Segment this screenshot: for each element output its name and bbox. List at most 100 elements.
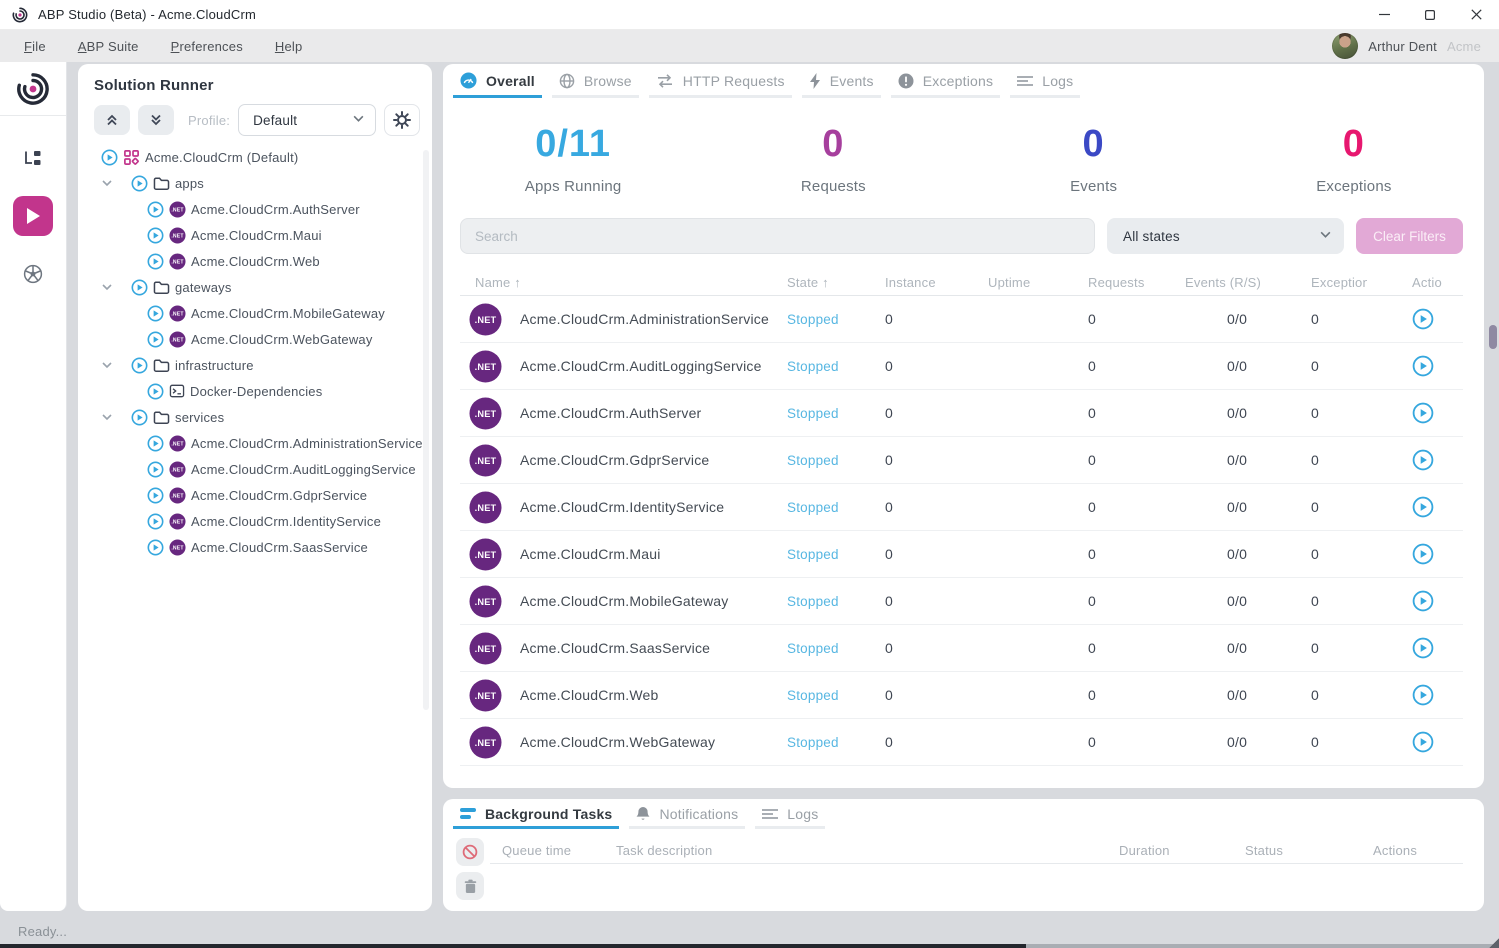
minimize-button[interactable]: [1361, 0, 1407, 29]
play-circle-icon[interactable]: [131, 409, 148, 426]
play-circle-icon[interactable]: [147, 383, 164, 400]
menu-item-help[interactable]: Help: [274, 38, 303, 54]
tree-item-infrastructure[interactable]: infrastructure: [78, 352, 424, 378]
state-filter-select[interactable]: All states: [1107, 218, 1344, 254]
tab-bottom-logs[interactable]: Logs: [755, 801, 826, 829]
play-circle-icon[interactable]: [101, 149, 118, 166]
play-circle-icon[interactable]: [131, 357, 148, 374]
menu-item-preferences[interactable]: Preferences: [170, 38, 243, 54]
profile-settings-button[interactable]: [384, 104, 420, 136]
dotnet-icon: .NET: [469, 631, 502, 665]
table-row-acme-cloudcrm-gdprservice[interactable]: .NET Acme.CloudCrm.GdprService Stopped 0 0 0/…: [460, 437, 1463, 484]
table-row-acme-cloudcrm-identityservice[interactable]: .NET Acme.CloudCrm.IdentityService Stopped…: [460, 484, 1463, 531]
tree-item-apps[interactable]: apps: [78, 170, 424, 196]
dotnet-icon: .NET: [469, 490, 502, 524]
play-circle-icon[interactable]: [131, 175, 148, 192]
play-circle-icon[interactable]: [147, 461, 164, 478]
tab-overall[interactable]: Overall: [453, 66, 542, 98]
menu-item-file[interactable]: File: [24, 38, 46, 54]
tab-http-requests[interactable]: HTTP Requests: [648, 66, 792, 98]
svg-text:.NET: .NET: [171, 311, 184, 317]
play-circle-icon[interactable]: [147, 487, 164, 504]
tab-exceptions[interactable]: Exceptions: [890, 66, 1001, 98]
resize-grip-icon[interactable]: [1488, 937, 1499, 948]
tree-item-acme-cloudcrm-auditloggingservice[interactable]: .NET Acme.CloudCrm.AuditLoggingService: [78, 456, 424, 482]
collapse-all-button[interactable]: [94, 105, 130, 135]
menu-item-abp-suite[interactable]: ABP Suite: [77, 38, 139, 54]
user-box[interactable]: Arthur Dent Acme: [1332, 30, 1481, 62]
start-app-button[interactable]: [1412, 684, 1434, 706]
tab-background-tasks[interactable]: Background Tasks: [453, 801, 620, 829]
start-app-button[interactable]: [1412, 590, 1434, 612]
start-app-button[interactable]: [1412, 449, 1434, 471]
table-row-acme-cloudcrm-maui[interactable]: .NET Acme.CloudCrm.Maui Stopped 0 0 0/0 0: [460, 531, 1463, 578]
window-scrollbar-thumb[interactable]: [1489, 325, 1497, 349]
bell-icon: [636, 806, 650, 822]
table-row-acme-cloudcrm-auditloggingservice[interactable]: .NET Acme.CloudCrm.AuditLoggingService Sto…: [460, 343, 1463, 390]
profile-select[interactable]: Default: [238, 104, 376, 136]
tree-item-gateways[interactable]: gateways: [78, 274, 424, 300]
tree-item-acme-cloudcrm-identityservice[interactable]: .NET Acme.CloudCrm.IdentityService: [78, 508, 424, 534]
table-row-acme-cloudcrm-webgateway[interactable]: .NET Acme.CloudCrm.WebGateway Stopped 0 0 0/0…: [460, 719, 1463, 766]
chevron-down-icon[interactable]: [101, 177, 126, 189]
play-circle-icon[interactable]: [147, 435, 164, 452]
clear-tasks-button[interactable]: [456, 872, 484, 900]
start-app-button[interactable]: [1412, 496, 1434, 518]
state-cell: Stopped: [787, 311, 839, 327]
play-circle-icon[interactable]: [147, 331, 164, 348]
tree-scrollbar[interactable]: [423, 150, 429, 710]
chevron-down-icon[interactable]: [101, 359, 126, 371]
start-app-button[interactable]: [1412, 308, 1434, 330]
stat-value: 0: [1342, 123, 1365, 165]
table-row-acme-cloudcrm-mobilegateway[interactable]: .NET Acme.CloudCrm.MobileGateway Stopped 0 0…: [460, 578, 1463, 625]
play-circle-icon[interactable]: [131, 279, 148, 296]
header-name[interactable]: Name ↑: [475, 275, 521, 290]
cancel-tasks-button[interactable]: [456, 838, 484, 866]
table-row-acme-cloudcrm-saasservice[interactable]: .NET Acme.CloudCrm.SaasService Stopped 0 0 0/…: [460, 625, 1463, 672]
avatar[interactable]: [1332, 33, 1359, 59]
clear-filters-button[interactable]: Clear Filters: [1356, 218, 1463, 254]
tree-item-acme-cloudcrm-webgateway[interactable]: .NET Acme.CloudCrm.WebGateway: [78, 326, 424, 352]
tree-item-acme-cloudcrm-administrationservice[interactable]: .NET Acme.CloudCrm.AdministrationService: [78, 430, 424, 456]
tree-item-docker-dependencies[interactable]: Docker-Dependencies: [78, 378, 424, 404]
tab-notifications[interactable]: Notifications: [629, 801, 746, 829]
close-button[interactable]: [1453, 0, 1499, 29]
play-circle-icon[interactable]: [147, 305, 164, 322]
start-app-button[interactable]: [1412, 637, 1434, 659]
play-circle-icon[interactable]: [147, 513, 164, 530]
solution-explorer-icon[interactable]: [13, 138, 53, 178]
table-row-acme-cloudcrm-authserver[interactable]: .NET Acme.CloudCrm.AuthServer Stopped 0 0 0/0…: [460, 390, 1463, 437]
header-state[interactable]: State ↑: [787, 275, 829, 290]
tab-browse[interactable]: Browse: [551, 66, 639, 98]
start-app-button[interactable]: [1412, 731, 1434, 753]
chevron-down-icon[interactable]: [101, 411, 126, 423]
table-row-acme-cloudcrm-administrationservice[interactable]: .NET Acme.CloudCrm.AdministrationService S…: [460, 296, 1463, 343]
table-row-acme-cloudcrm-web[interactable]: .NET Acme.CloudCrm.Web Stopped 0 0 0/0 0: [460, 672, 1463, 719]
start-app-button[interactable]: [1412, 402, 1434, 424]
maximize-button[interactable]: [1407, 0, 1453, 29]
tree-item-acme-cloudcrm-web[interactable]: .NET Acme.CloudCrm.Web: [78, 248, 424, 274]
expand-all-button[interactable]: [138, 105, 174, 135]
solution-runner-play-icon[interactable]: [13, 196, 53, 236]
tree-item-acme-cloudcrm-authserver[interactable]: .NET Acme.CloudCrm.AuthServer: [78, 196, 424, 222]
tree-item-acme-cloudcrm-saasservice[interactable]: .NET Acme.CloudCrm.SaasService: [78, 534, 424, 560]
play-circle-icon[interactable]: [147, 227, 164, 244]
tree-item-acme-cloudcrm-maui[interactable]: .NET Acme.CloudCrm.Maui: [78, 222, 424, 248]
tab-logs[interactable]: Logs: [1010, 66, 1081, 98]
tree-item-services[interactable]: services: [78, 404, 424, 430]
chevron-down-icon[interactable]: [101, 281, 126, 293]
start-app-button[interactable]: [1412, 543, 1434, 565]
dotnet-icon: .NET: [169, 486, 186, 504]
title-bar: ABP Studio (Beta) - Acme.CloudCrm: [0, 0, 1499, 30]
search-input[interactable]: [460, 218, 1095, 254]
tree-item-acme-cloudcrm-gdprservice[interactable]: .NET Acme.CloudCrm.GdprService: [78, 482, 424, 508]
kubernetes-icon[interactable]: [13, 254, 53, 294]
tree-item-acme-cloudcrm-default[interactable]: Acme.CloudCrm (Default): [78, 144, 424, 170]
tab-events[interactable]: Events: [801, 66, 881, 98]
start-app-button[interactable]: [1412, 355, 1434, 377]
tree-item-acme-cloudcrm-mobilegateway[interactable]: .NET Acme.CloudCrm.MobileGateway: [78, 300, 424, 326]
window-bottom-edge: [0, 944, 1499, 948]
play-circle-icon[interactable]: [147, 253, 164, 270]
play-circle-icon[interactable]: [147, 539, 164, 556]
play-circle-icon[interactable]: [147, 201, 164, 218]
